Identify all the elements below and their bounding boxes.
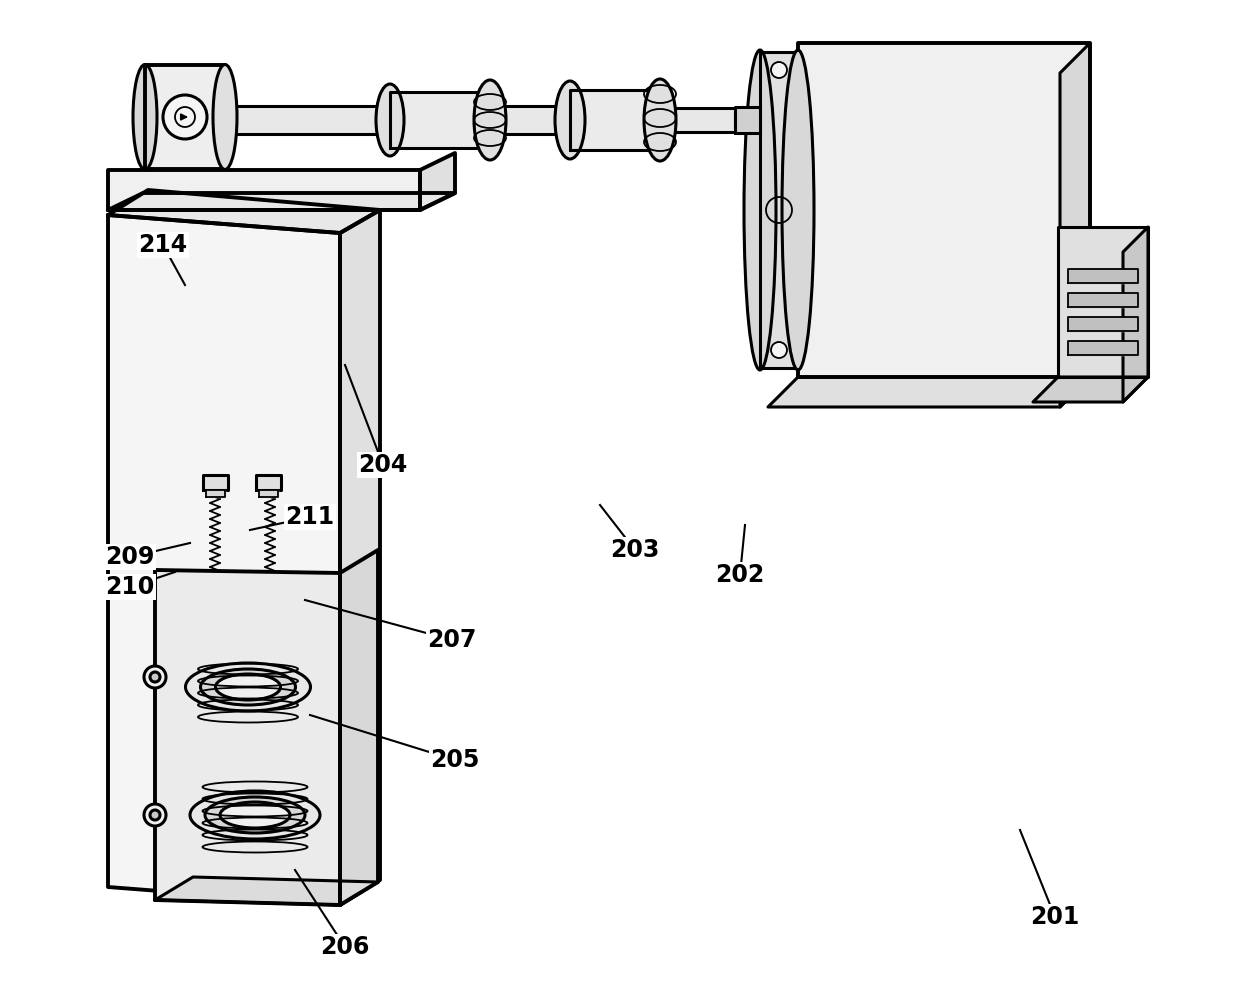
Polygon shape — [799, 43, 1090, 377]
Polygon shape — [1068, 341, 1138, 355]
Ellipse shape — [150, 672, 160, 682]
Ellipse shape — [144, 666, 166, 688]
Ellipse shape — [217, 106, 233, 134]
Polygon shape — [206, 490, 224, 497]
Polygon shape — [391, 92, 490, 148]
Polygon shape — [1058, 227, 1148, 377]
Polygon shape — [570, 90, 660, 150]
Ellipse shape — [376, 84, 404, 156]
Polygon shape — [768, 377, 1090, 407]
Polygon shape — [108, 215, 340, 904]
Polygon shape — [1068, 293, 1138, 307]
Text: 205: 205 — [430, 748, 480, 772]
Polygon shape — [1033, 377, 1148, 402]
Text: 203: 203 — [610, 538, 660, 562]
Polygon shape — [155, 877, 378, 904]
Ellipse shape — [133, 64, 157, 170]
Ellipse shape — [162, 95, 207, 139]
Polygon shape — [145, 65, 224, 169]
Text: 204: 204 — [358, 453, 408, 477]
Polygon shape — [155, 570, 340, 904]
Polygon shape — [1123, 227, 1148, 402]
Polygon shape — [259, 490, 278, 497]
Polygon shape — [1060, 43, 1090, 407]
Ellipse shape — [213, 64, 237, 170]
Polygon shape — [490, 106, 570, 134]
Ellipse shape — [651, 108, 670, 132]
Ellipse shape — [644, 79, 676, 161]
Ellipse shape — [205, 797, 305, 833]
Ellipse shape — [144, 804, 166, 826]
Ellipse shape — [201, 669, 295, 705]
Polygon shape — [224, 106, 391, 134]
Ellipse shape — [186, 663, 310, 711]
Ellipse shape — [771, 342, 787, 358]
Polygon shape — [660, 108, 735, 132]
Polygon shape — [108, 193, 455, 210]
Polygon shape — [255, 475, 281, 490]
Text: 202: 202 — [715, 563, 765, 587]
Ellipse shape — [556, 81, 585, 159]
Ellipse shape — [771, 62, 787, 78]
Polygon shape — [108, 170, 420, 210]
Ellipse shape — [216, 674, 280, 700]
Polygon shape — [735, 107, 760, 133]
Text: 210: 210 — [105, 575, 155, 599]
Ellipse shape — [190, 791, 320, 839]
Polygon shape — [420, 153, 455, 210]
Polygon shape — [760, 52, 799, 368]
Polygon shape — [203, 475, 228, 490]
Text: 201: 201 — [1030, 904, 1080, 929]
Text: 207: 207 — [428, 628, 476, 652]
Polygon shape — [340, 550, 378, 904]
Text: 209: 209 — [105, 545, 155, 569]
Text: 206: 206 — [320, 935, 370, 959]
Ellipse shape — [150, 810, 160, 820]
Polygon shape — [108, 190, 379, 233]
Polygon shape — [1068, 269, 1138, 283]
Ellipse shape — [474, 80, 506, 160]
Text: 214: 214 — [139, 233, 187, 257]
Polygon shape — [340, 210, 379, 904]
Ellipse shape — [744, 50, 776, 370]
Ellipse shape — [782, 50, 813, 370]
Polygon shape — [1068, 317, 1138, 331]
Text: 211: 211 — [285, 505, 335, 529]
Ellipse shape — [219, 802, 290, 828]
